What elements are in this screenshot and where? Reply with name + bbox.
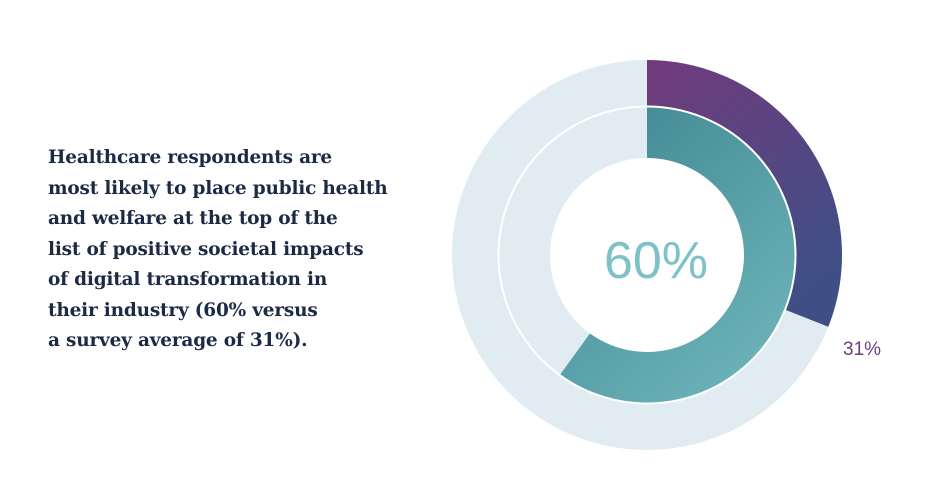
ring-separator bbox=[497, 105, 797, 405]
center-value-label: 60% bbox=[604, 232, 708, 290]
caption-line: and welfare at the top of the bbox=[48, 208, 338, 229]
inner-ring-arc-healthcare bbox=[560, 106, 795, 403]
outer-value-label: 31% bbox=[843, 339, 881, 360]
caption-line: Healthcare respondents are bbox=[48, 147, 332, 168]
caption-text: Healthcare respondents are most likely t… bbox=[48, 143, 428, 357]
outer-ring-arc-survey-average bbox=[647, 60, 842, 327]
caption-line: list of positive societal impacts bbox=[48, 238, 364, 260]
caption-line: their industry (60% versus bbox=[48, 299, 318, 321]
caption-line: a survey average of 31%). bbox=[48, 330, 308, 351]
caption-line: most likely to place public health bbox=[48, 177, 388, 199]
caption-line: of digital transformation in bbox=[48, 269, 328, 290]
